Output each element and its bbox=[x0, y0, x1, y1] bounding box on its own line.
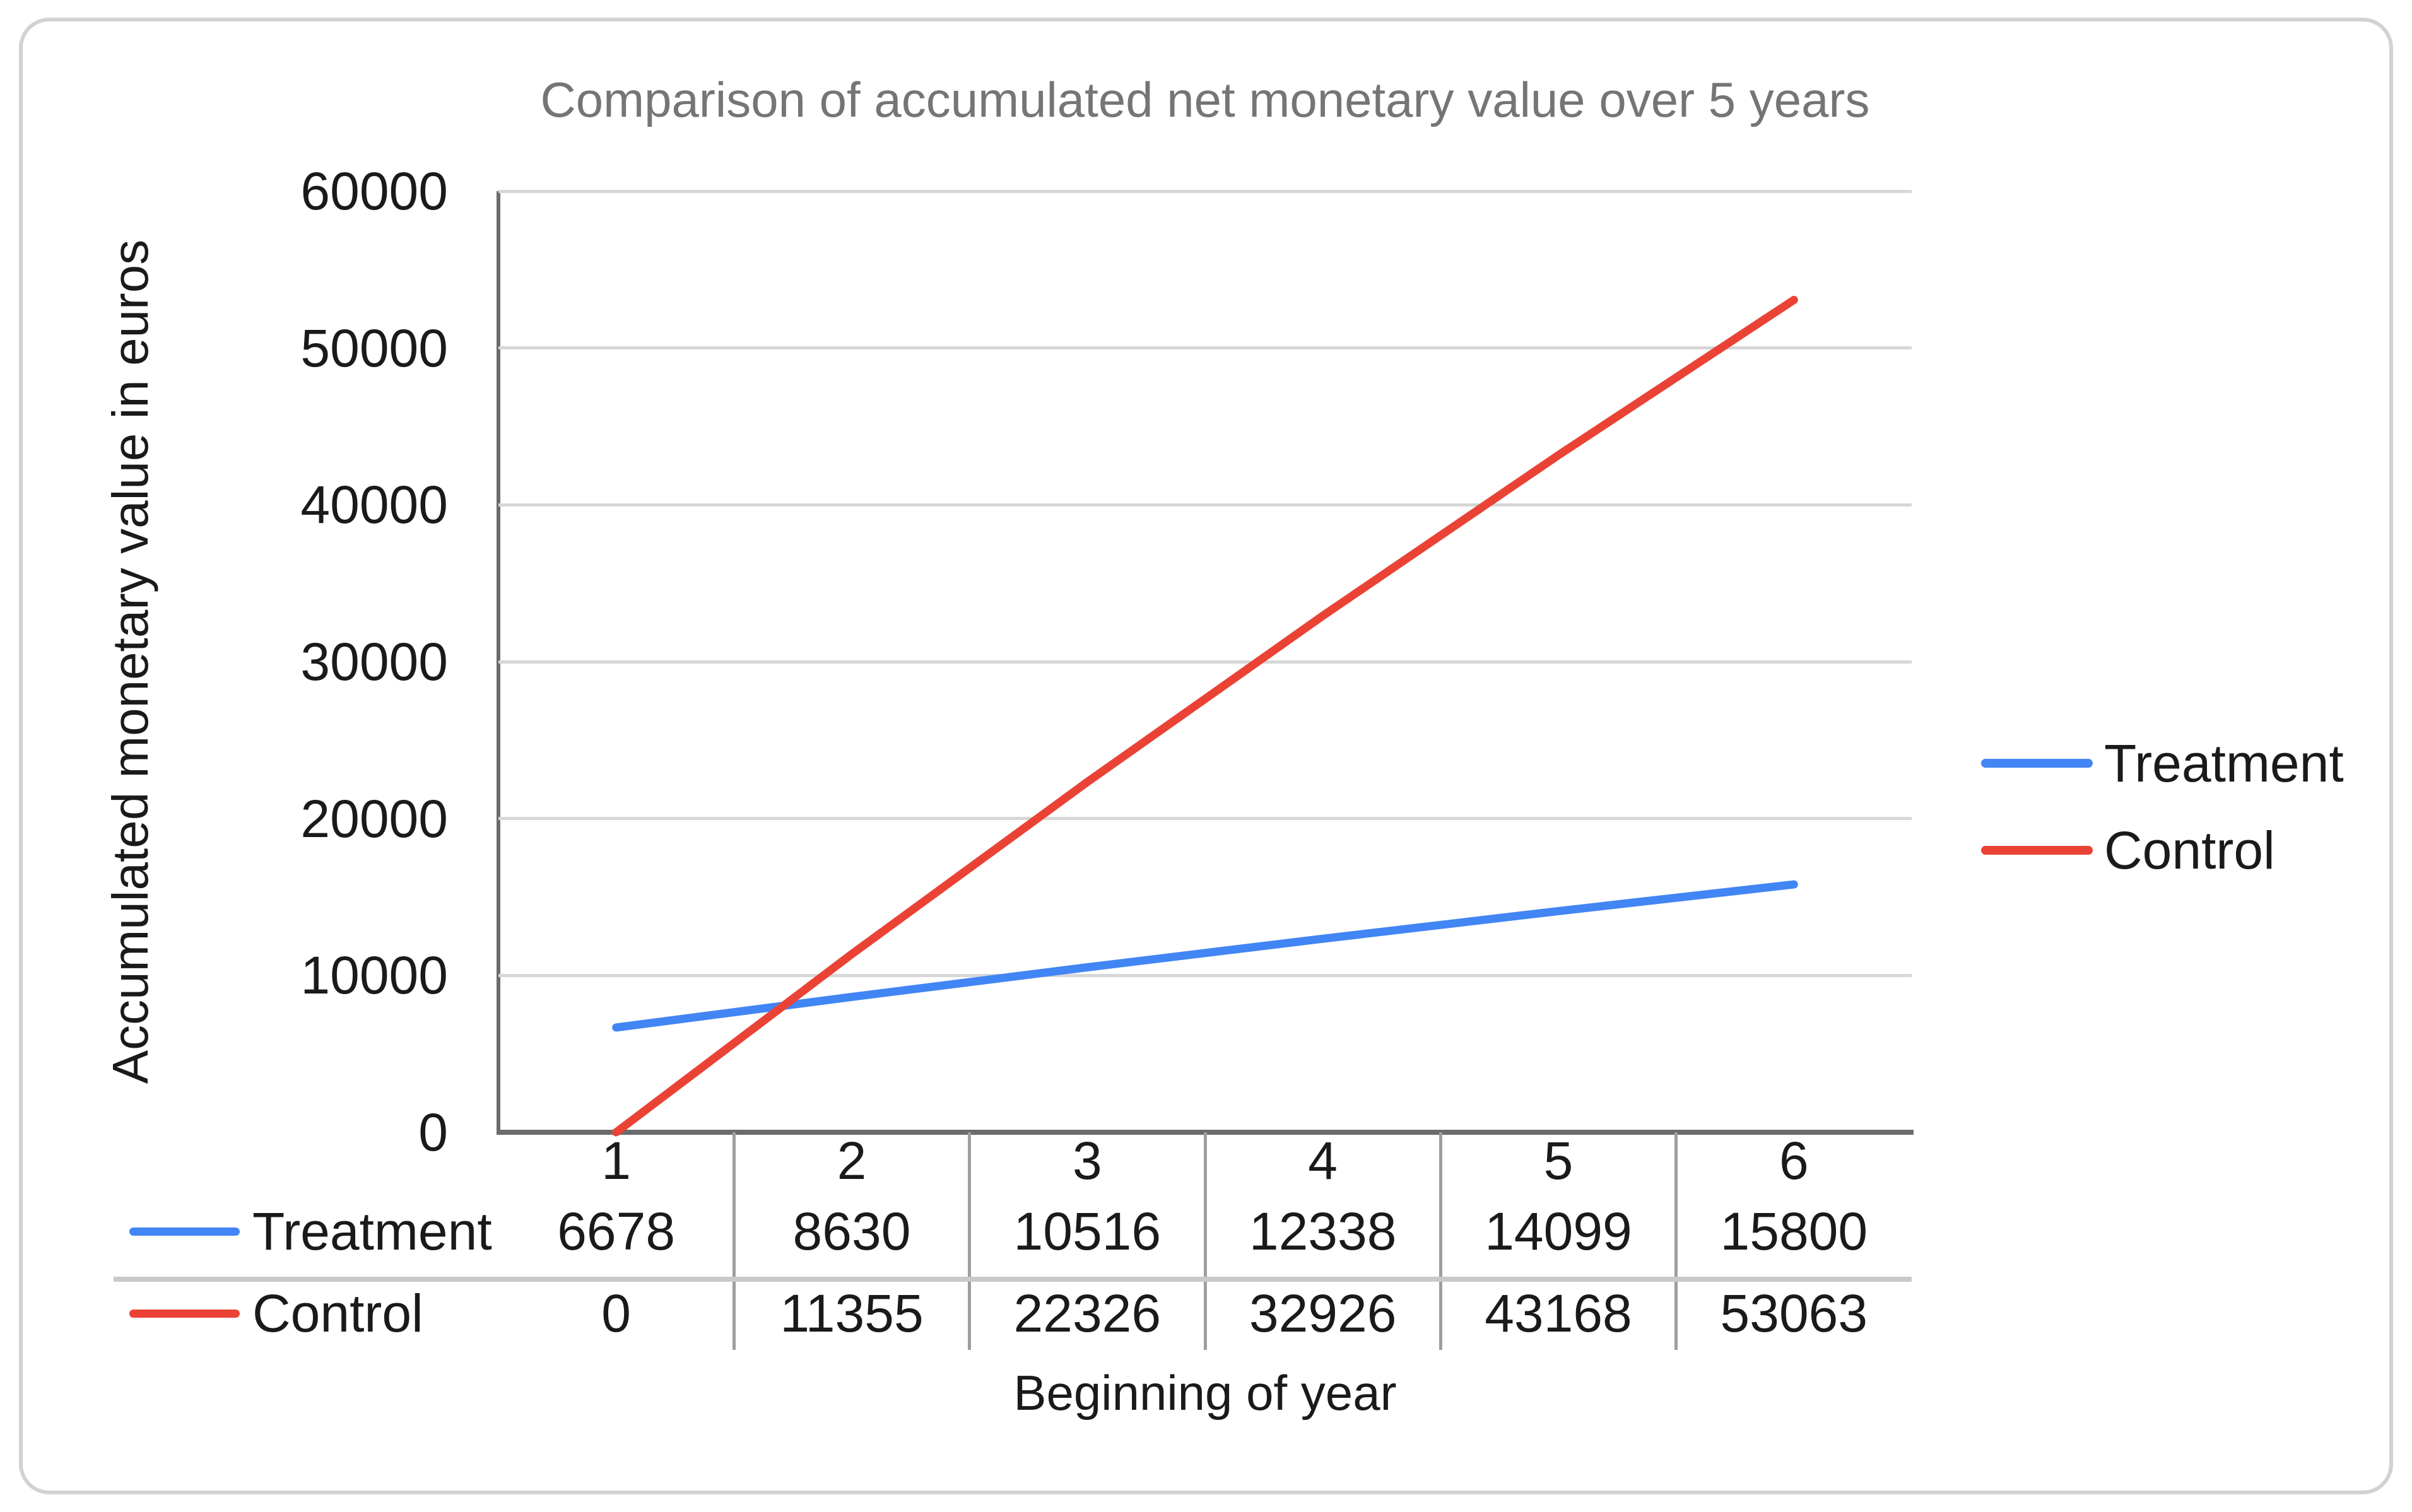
table-column-separator bbox=[1203, 1132, 1207, 1350]
table-column-separator bbox=[732, 1132, 736, 1350]
table-column-separator bbox=[1674, 1132, 1678, 1350]
x-axis-tick-label: 6 bbox=[1779, 1131, 1809, 1190]
table-value-cell: 10516 bbox=[1013, 1202, 1162, 1261]
x-axis-tick-label: 1 bbox=[601, 1131, 632, 1190]
table-value-cell: 11355 bbox=[780, 1284, 924, 1343]
table-value-cell: 53063 bbox=[1720, 1284, 1868, 1343]
x-axis-title: Beginning of year bbox=[1013, 1365, 1397, 1421]
table-series-name: Treatment bbox=[252, 1202, 492, 1261]
table-column-separator bbox=[968, 1132, 972, 1350]
x-axis-tick-label: 2 bbox=[837, 1131, 867, 1190]
table-value-cell: 15800 bbox=[1720, 1202, 1868, 1261]
chart-title: Comparison of accumulated net monetary v… bbox=[540, 72, 1870, 127]
x-axis-tick-label: 4 bbox=[1308, 1131, 1338, 1190]
table-series-swatch-treatment bbox=[129, 1228, 240, 1236]
table-value-cell: 6678 bbox=[557, 1202, 676, 1261]
legend-swatch-control bbox=[1981, 846, 2093, 855]
x-axis-tick-label: 3 bbox=[1072, 1131, 1102, 1190]
table-series-name: Control bbox=[252, 1284, 423, 1343]
legend-label-treatment: Treatment bbox=[2104, 734, 2344, 793]
table-value-cell: 14099 bbox=[1485, 1202, 1632, 1261]
table-value-cell: 22326 bbox=[1013, 1284, 1162, 1343]
x-axis-tick-label: 5 bbox=[1543, 1131, 1574, 1190]
y-axis-title: Accumulated monetary value in euros bbox=[102, 239, 158, 1084]
table-value-cell: 12338 bbox=[1249, 1202, 1397, 1261]
table-series-swatch-control bbox=[129, 1310, 240, 1318]
table-row-separator bbox=[114, 1277, 1912, 1282]
table-value-cell: 32926 bbox=[1249, 1284, 1397, 1343]
legend-swatch-treatment bbox=[1981, 759, 2093, 768]
table-value-cell: 8630 bbox=[792, 1202, 911, 1261]
legend-label-control: Control bbox=[2104, 821, 2275, 880]
table-value-cell: 43168 bbox=[1485, 1284, 1632, 1343]
table-column-separator bbox=[1438, 1132, 1442, 1350]
table-value-cell: 0 bbox=[601, 1284, 632, 1343]
